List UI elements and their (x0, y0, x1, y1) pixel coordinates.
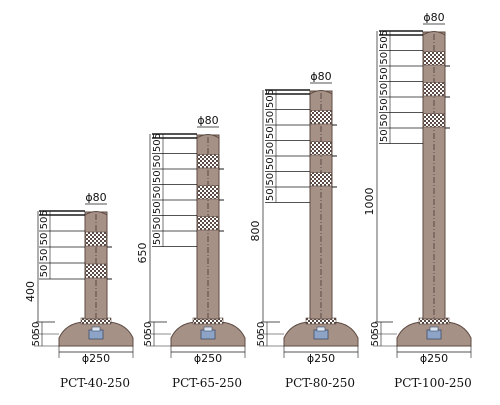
reflective-band (197, 185, 219, 200)
segment-label: 5 (152, 133, 163, 139)
base-label-lower: 50 (143, 334, 154, 347)
segment-label: 5 (379, 30, 390, 36)
base-label-lower: 50 (256, 334, 267, 347)
segment-label: 50 (379, 67, 390, 80)
reflective-band (423, 113, 445, 128)
base-label-upper: 50 (143, 322, 154, 335)
segment-label: 50 (152, 186, 163, 199)
segment-label: 50 (152, 201, 163, 214)
segment-label: 50 (265, 111, 276, 124)
anchor-nut (203, 326, 213, 332)
height-label: 800 (249, 221, 262, 242)
reflective-band (197, 216, 219, 231)
height-label: 400 (24, 281, 37, 302)
anchor-fitting (88, 329, 104, 340)
segment-label: 5 (265, 89, 276, 95)
segment-label: 50 (152, 217, 163, 230)
segment-label: 50 (379, 36, 390, 49)
model-label-group: PCT-65-250 (172, 376, 242, 390)
base-diameter-label: ϕ250 (307, 352, 335, 365)
model-label: PCT-80-250 (285, 376, 355, 390)
reflective-band (310, 172, 332, 187)
segment-label: 50 (265, 173, 276, 186)
height-label: 1000 (363, 188, 376, 216)
segment-label: 50 (379, 52, 390, 65)
segment-label: 50 (152, 232, 163, 245)
segment-label: 50 (265, 157, 276, 170)
segment-label: 50 (379, 114, 390, 127)
anchor-fitting (426, 329, 442, 340)
model-label: PCT-65-250 (172, 376, 242, 390)
base-diameter-label: ϕ250 (82, 352, 110, 365)
model-label: PCT-100-250 (394, 376, 472, 390)
reflective-band (85, 231, 107, 247)
top-diameter-label: ϕ80 (423, 11, 444, 24)
post-cap (309, 90, 333, 95)
segment-label: 50 (152, 139, 163, 152)
post-cap (196, 134, 220, 139)
base-diameter-label: ϕ250 (194, 352, 222, 365)
anchor-nut (429, 326, 439, 332)
segment-label: 50 (379, 83, 390, 96)
anchor-fitting (313, 329, 329, 340)
segment-label: 50 (152, 170, 163, 183)
base-label-upper: 50 (31, 322, 42, 335)
post-cap (422, 31, 446, 36)
model-label-group: PCT-100-250 (394, 376, 472, 390)
post-cap (84, 211, 108, 216)
anchor-nut (91, 326, 101, 332)
segment-label: 50 (265, 142, 276, 155)
top-diameter-label: ϕ80 (197, 114, 218, 127)
base-label-upper: 50 (256, 322, 267, 335)
segment-label: 50 (39, 265, 50, 278)
model-label-group: PCT-40-250 (60, 376, 130, 390)
reflective-band (310, 110, 332, 125)
anchor-nut (316, 326, 326, 332)
segment-label: 50 (265, 126, 276, 139)
base-label-lower: 50 (370, 334, 381, 347)
base-label-lower: 50 (31, 334, 42, 347)
segment-label: 50 (39, 233, 50, 246)
segment-label: 50 (265, 188, 276, 201)
base-diameter-label: ϕ250 (420, 352, 448, 365)
top-diameter-label: ϕ80 (85, 191, 106, 204)
reflective-band (423, 51, 445, 66)
segment-label: 50 (265, 95, 276, 108)
base-label-upper: 50 (370, 322, 381, 335)
reflective-band (197, 154, 219, 169)
segment-label: 5 (39, 210, 50, 216)
model-label: PCT-40-250 (60, 376, 130, 390)
segment-label: 50 (39, 249, 50, 262)
bollard-4: ϕ8055050505050505010005050ϕ250PCT-100-25… (363, 11, 472, 390)
segment-label: 50 (379, 129, 390, 142)
segment-label: 50 (379, 98, 390, 111)
anchor-fitting (200, 329, 216, 340)
segment-label: 50 (39, 217, 50, 230)
height-label: 650 (136, 243, 149, 264)
reflective-band (310, 141, 332, 156)
segment-label: 50 (152, 155, 163, 168)
top-diameter-label: ϕ80 (310, 70, 331, 83)
reflective-band (423, 82, 445, 97)
reflective-band (85, 263, 107, 279)
model-label-group: PCT-80-250 (285, 376, 355, 390)
